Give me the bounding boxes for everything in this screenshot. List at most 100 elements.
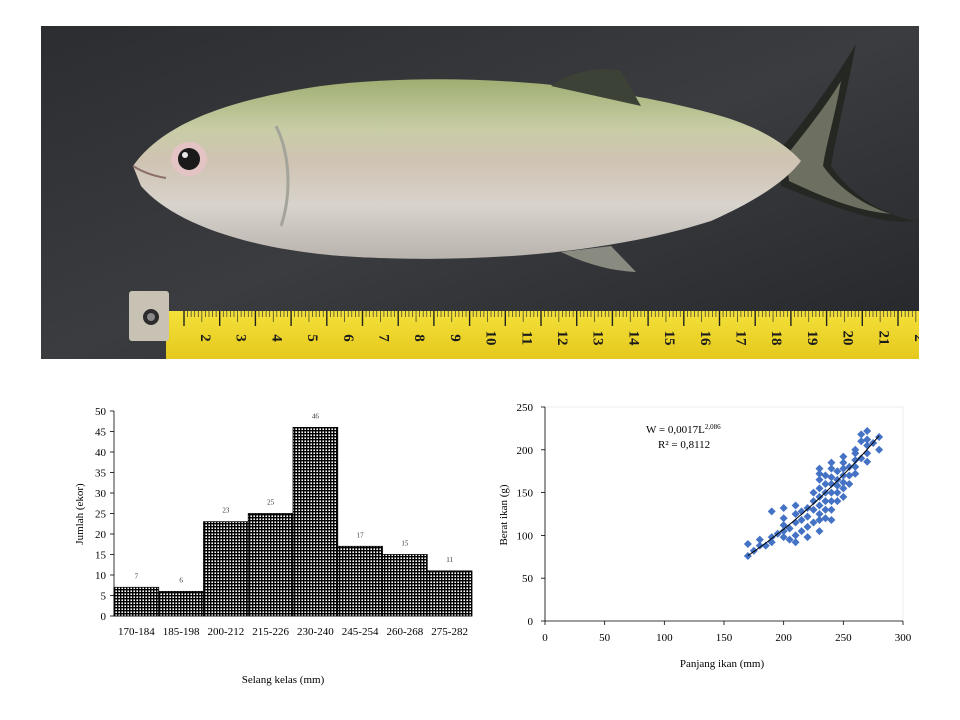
ruler-tick-label: 4: [268, 334, 284, 342]
scatter-point: [857, 430, 866, 439]
ruler-tick-label: 18: [768, 331, 784, 346]
histogram-bar: [292, 427, 339, 617]
scatter-y-tick: 100: [517, 530, 534, 542]
ruler-tick-label: 14: [625, 331, 641, 347]
histogram-data-label: 11: [446, 556, 453, 564]
scatter-equation-exponent: 2,086: [705, 423, 721, 431]
scatter-point: [833, 467, 842, 476]
ruler-tick-label: 8: [411, 334, 427, 342]
fish-tail-inner: [786, 81, 891, 214]
scatter-point: [815, 492, 824, 501]
ruler-tick-label: 3: [233, 334, 249, 342]
scatter-y-tick: 250: [517, 402, 534, 414]
scatter-point: [761, 541, 770, 550]
histogram-y-tick: 20: [95, 529, 107, 541]
histogram-x-tick: 170-184: [118, 626, 155, 638]
scatter-point: [845, 480, 854, 489]
scatter-equation: W = 0,0017L2,086: [646, 423, 721, 436]
scatter-point: [827, 488, 836, 497]
histogram-x-tick: 275-282: [431, 626, 468, 638]
scatter-point: [875, 445, 884, 454]
scatter-point: [833, 481, 842, 490]
histogram-bar: [203, 521, 249, 617]
histogram-bar: [158, 590, 204, 617]
ruler-tick-label: 21: [875, 331, 891, 346]
scatter-r-squared: R² = 0,8112: [658, 439, 710, 451]
scatter-trend-line: [747, 435, 880, 557]
scatter-point: [803, 512, 812, 521]
histogram-y-tick: 5: [101, 591, 107, 603]
ruler-tick-label: 2: [911, 334, 919, 342]
scatter-point: [803, 504, 812, 513]
scatter-point: [827, 458, 836, 467]
scatter-point: [815, 469, 824, 478]
scatter-point: [755, 541, 764, 550]
scatter-x-tick: 200: [775, 632, 792, 644]
scatter-point: [839, 492, 848, 501]
scatter-point: [821, 480, 830, 489]
scatter-point: [845, 471, 854, 480]
ruler-tick-label: 5: [304, 334, 320, 342]
scatter-point: [839, 484, 848, 493]
histogram-data-label: 25: [267, 499, 275, 507]
scatter-point: [827, 515, 836, 524]
scatter-point: [779, 514, 788, 523]
scatter-point: [779, 527, 788, 536]
scatter-x-tick: 100: [656, 632, 673, 644]
scatter-point: [839, 471, 848, 480]
scatter-point: [815, 464, 824, 473]
histogram-data-label: 17: [357, 531, 365, 539]
scatter-points: [743, 426, 884, 560]
scatter-point: [827, 464, 836, 473]
scatter-point: [803, 533, 812, 542]
scatter-point: [845, 462, 854, 471]
histogram-y-tick: 50: [95, 406, 107, 418]
scatter-point: [827, 497, 836, 506]
scatter-point: [821, 505, 830, 514]
scatter-point: [791, 531, 800, 540]
scatter-x-label: Panjang ikan (mm): [680, 658, 765, 670]
scatter-point: [851, 462, 860, 471]
ruler-tick-label: 6: [340, 334, 356, 342]
histogram-y-tick: 35: [95, 468, 107, 480]
ruler-tick-label: 20: [840, 331, 856, 346]
ruler-tick-label: 15: [661, 331, 677, 346]
scatter-point: [821, 514, 830, 523]
scatter-point: [857, 437, 866, 446]
scatter-point: [821, 471, 830, 480]
histogram-x-tick: 260-268: [387, 626, 424, 638]
ruler-tick-label: 13: [590, 331, 606, 346]
histogram-bar: [337, 545, 383, 617]
histogram-y-label: Jumlah (ekor): [74, 483, 86, 545]
histogram-y-tick: 30: [95, 488, 107, 500]
scatter-point: [815, 527, 824, 536]
scatter-point: [791, 510, 800, 518]
scatter-point: [815, 515, 824, 524]
scatter-point: [851, 469, 860, 478]
scatter-x-tick: 300: [895, 632, 912, 644]
scatter-point: [833, 488, 842, 497]
histogram-x-tick: 245-254: [342, 626, 379, 638]
scatter-x-tick: 150: [716, 632, 733, 644]
scatter-point: [863, 449, 872, 458]
scatter-point: [827, 480, 836, 489]
scatter-point: [827, 505, 836, 514]
scatter-point: [827, 473, 836, 482]
scatter-axes: [541, 406, 904, 625]
ruler-tick-label: 10: [483, 331, 499, 346]
scatter-point: [815, 475, 824, 484]
scatter-point: [821, 497, 830, 506]
histogram-bar: [426, 570, 473, 617]
scatter-point: [767, 538, 776, 547]
histogram-y-tick: 0: [101, 611, 107, 623]
scatter-y-label: Berat ikan (g): [498, 484, 510, 545]
scatter-point: [839, 458, 848, 467]
scatter-point: [785, 524, 794, 533]
scatter-point: [779, 533, 788, 542]
histogram-x-tick: 215-226: [252, 626, 289, 638]
scatter-point: [863, 435, 872, 444]
histogram-x-tick: 185-198: [163, 626, 200, 638]
scatter-point: [743, 551, 752, 560]
histogram-x-tick: 230-240: [297, 626, 334, 638]
length-weight-scatter: 0 50 100 150 200 250 0 50 100 150 200 250 300 W = 0,…: [498, 402, 912, 670]
